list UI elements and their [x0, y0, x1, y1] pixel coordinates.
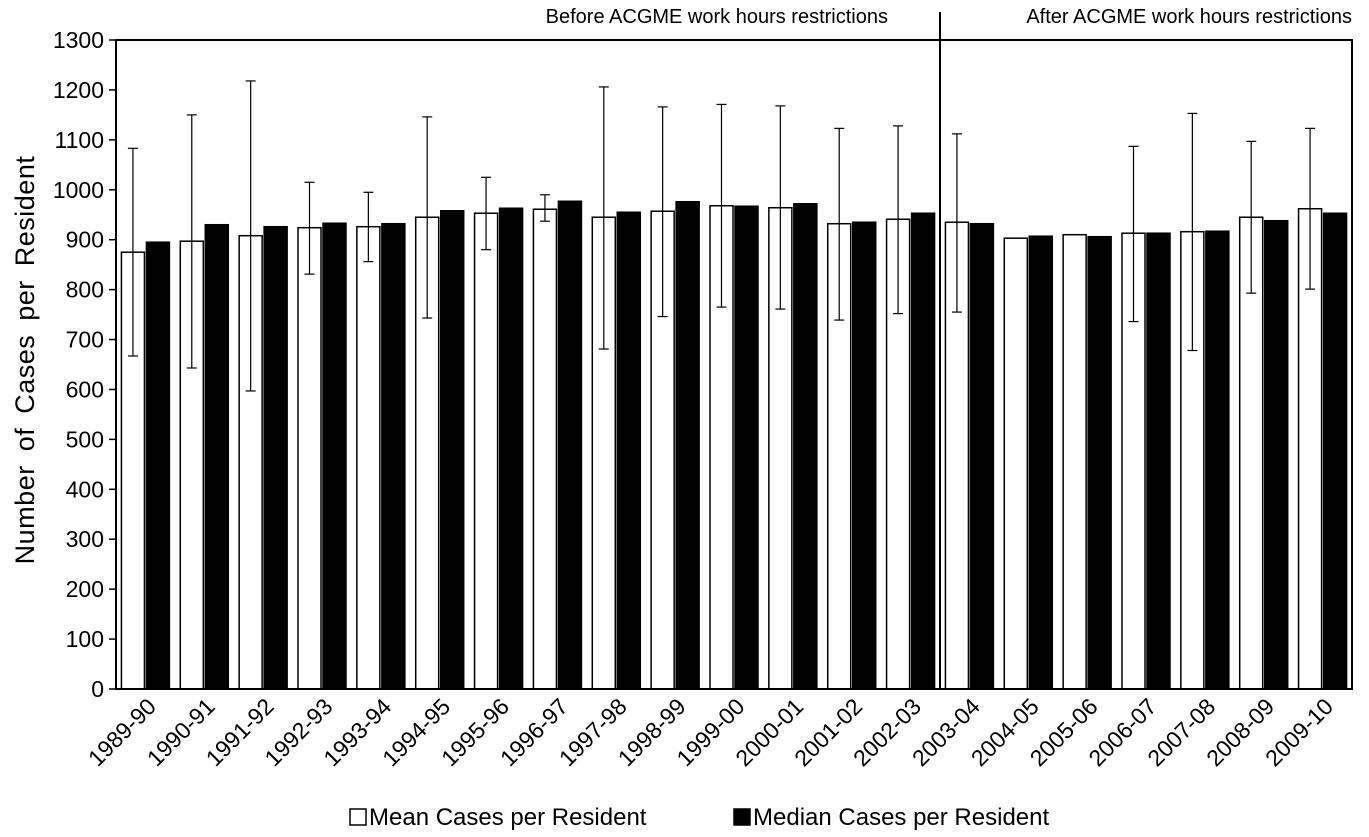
y-tick-label: 900	[66, 227, 104, 253]
median-bar	[1322, 212, 1348, 690]
median-bar	[1146, 232, 1171, 690]
median-bar	[851, 221, 877, 690]
mean-bar	[356, 225, 381, 690]
y-tick-label: 1300	[53, 27, 104, 53]
y-tick-label: 700	[66, 327, 104, 353]
median-bar	[498, 207, 524, 690]
median-bar	[145, 241, 171, 690]
mean-bar	[473, 212, 499, 690]
mean-bar	[532, 208, 558, 690]
median-bar	[557, 200, 583, 690]
legend-swatch	[733, 808, 751, 826]
median-bar	[381, 222, 406, 690]
y-tick-label: 100	[66, 626, 104, 652]
region-labels: Before ACGME work hours restrictions Afte…	[546, 6, 1352, 28]
y-tick-label: 800	[66, 277, 104, 303]
mean-bar	[1062, 233, 1087, 690]
y-tick-label: 500	[66, 426, 104, 452]
plot-border	[115, 39, 1353, 690]
median-bar	[616, 211, 642, 690]
median-bar	[793, 202, 818, 690]
error-bars	[127, 80, 1316, 392]
region-label: After ACGME work hours restrictions	[1026, 6, 1352, 28]
y-tick-label: 400	[66, 476, 104, 502]
median-bar	[1028, 235, 1054, 690]
median-bar	[263, 225, 288, 690]
y-tick-label: 0	[91, 676, 104, 702]
y-tick-label: 1000	[53, 177, 104, 203]
y-tick-label: 1100	[55, 127, 104, 153]
y-tick-label: 300	[66, 526, 104, 552]
median-bar	[322, 222, 347, 690]
median-bar	[734, 205, 759, 690]
mean-bar	[297, 226, 322, 690]
median-bar	[969, 222, 995, 690]
bar-series	[120, 200, 1348, 690]
legend-label: Median Cases per Resident	[753, 804, 1049, 831]
median-bar	[1263, 219, 1289, 690]
y-axis-title-group: Number of Cases per Resident	[10, 156, 40, 565]
y-axis-ticks: 0 100 200 300 400 500 600 700 800 900 1000 1100 1200…	[53, 27, 116, 702]
y-tick-label: 1200	[53, 77, 104, 103]
x-axis-ticks: 1989-901990-911991-921992-931993-941994-…	[83, 693, 1338, 771]
median-bar	[1205, 230, 1230, 690]
median-bar	[910, 212, 936, 690]
legend-swatch	[349, 808, 367, 826]
median-bar	[675, 201, 700, 690]
plot-frame	[115, 12, 1353, 690]
median-bar	[204, 223, 230, 690]
y-tick-label: 600	[66, 376, 104, 402]
legend-label: Mean Cases per Resident	[369, 804, 647, 831]
y-tick-label: 200	[66, 576, 104, 602]
y-axis-title: Number of Cases per Resident	[10, 156, 40, 565]
median-bar	[1087, 235, 1112, 690]
median-bar	[439, 209, 465, 690]
legend: Mean Cases per Resident Median Cases per …	[349, 804, 1049, 831]
region-label: Before ACGME work hours restrictions	[546, 6, 888, 28]
mean-bar	[1003, 237, 1029, 690]
